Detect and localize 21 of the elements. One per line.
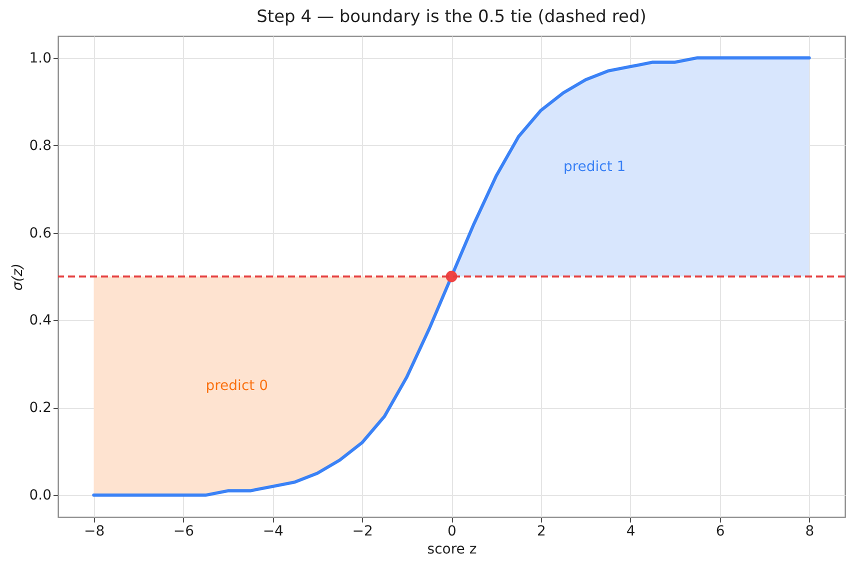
y-tick-label: 0.8 — [29, 138, 52, 154]
x-tick-label: −4 — [262, 524, 284, 540]
y-tick-label: 1.0 — [29, 50, 52, 66]
line-series — [92, 56, 811, 497]
y-axis-title: σ(z) — [10, 263, 26, 291]
x-tick-label: 8 — [805, 524, 814, 540]
annotation: predict 1 — [563, 159, 626, 176]
y-tick-label: 0.4 — [29, 312, 52, 329]
x-tick-label: 0 — [448, 524, 456, 540]
x-tick-label: 6 — [716, 524, 725, 540]
y-tick-label: 0.6 — [29, 225, 52, 242]
x-tick-label: 4 — [626, 524, 636, 540]
x-tick-label: −6 — [173, 524, 194, 540]
x-tick-label: −8 — [84, 524, 105, 540]
y-tick-label: 0.0 — [29, 488, 52, 504]
y-tick-label: 0.2 — [29, 400, 52, 416]
chart-title: Step 4 — boundary is the 0.5 tie (dashed red) — [256, 7, 646, 27]
x-tick-label: −2 — [352, 524, 373, 540]
annotation: predict 0 — [206, 378, 268, 394]
x-axis-title: score z — [427, 542, 477, 558]
x-tick-label: 2 — [536, 524, 546, 540]
